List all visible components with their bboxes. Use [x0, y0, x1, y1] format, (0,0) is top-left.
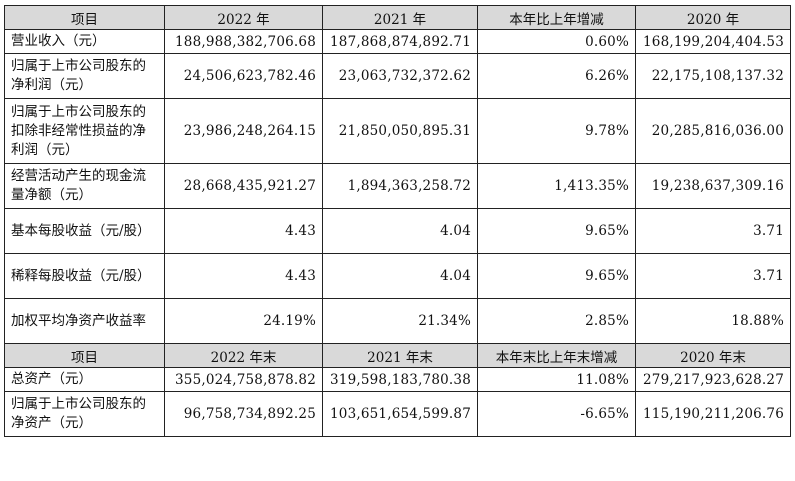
- table-row: 归属于上市公司股东的净利润（元） 24,506,623,782.46 23,06…: [4, 53, 791, 99]
- row-label: 总资产（元）: [4, 367, 165, 392]
- table-row: 总资产（元） 355,024,758,878.82 319,598,183,78…: [4, 367, 791, 392]
- value-2020: 168,199,204,404.53: [635, 29, 791, 54]
- value-2020: 20,285,816,036.00: [635, 98, 791, 164]
- row-label: 加权平均净资产收益率: [4, 298, 165, 344]
- value-2021: 21,850,050,895.31: [322, 98, 478, 164]
- value-2022: 4.43: [164, 253, 323, 299]
- value-2021: 1,894,363,258.72: [322, 163, 478, 209]
- value-change: -6.65%: [477, 391, 636, 437]
- value-2022: 28,668,435,921.27: [164, 163, 323, 209]
- value-2022: 24.19%: [164, 298, 323, 344]
- header-2021-end: 2021 年末: [322, 343, 478, 368]
- value-change: 2.85%: [477, 298, 636, 344]
- row-label: 归属于上市公司股东的净资产（元）: [4, 391, 165, 437]
- table-header-row: 项目 2022 年末 2021 年末 本年末比上年末增减 2020 年末: [4, 343, 791, 368]
- table-header-row: 项目 2022 年 2021 年 本年比上年增减 2020 年: [4, 5, 791, 30]
- value-2020: 19,238,637,309.16: [635, 163, 791, 209]
- row-label: 稀释每股收益（元/股）: [4, 253, 165, 299]
- value-2020: 3.71: [635, 208, 791, 254]
- row-label: 基本每股收益（元/股）: [4, 208, 165, 254]
- value-2021: 4.04: [322, 208, 478, 254]
- value-2022: 24,506,623,782.46: [164, 53, 323, 99]
- value-2022: 4.43: [164, 208, 323, 254]
- value-2021: 21.34%: [322, 298, 478, 344]
- value-2020: 22,175,108,137.32: [635, 53, 791, 99]
- table-row: 归属于上市公司股东的净资产（元） 96,758,734,892.25 103,6…: [4, 391, 791, 437]
- table-row: 归属于上市公司股东的扣除非经常性损益的净利润（元） 23,986,248,264…: [4, 98, 791, 164]
- header-2022: 2022 年: [164, 5, 323, 30]
- header-2020: 2020 年: [635, 5, 791, 30]
- value-2022: 188,988,382,706.68: [164, 29, 323, 54]
- row-label: 经营活动产生的现金流量净额（元）: [4, 163, 165, 209]
- value-2022: 355,024,758,878.82: [164, 367, 323, 392]
- value-2022: 23,986,248,264.15: [164, 98, 323, 164]
- value-2020: 18.88%: [635, 298, 791, 344]
- value-change: 11.08%: [477, 367, 636, 392]
- value-2021: 103,651,654,599.87: [322, 391, 478, 437]
- value-2020: 279,217,923,628.27: [635, 367, 791, 392]
- header-change: 本年比上年增减: [477, 5, 636, 30]
- value-change: 9.65%: [477, 253, 636, 299]
- value-2021: 4.04: [322, 253, 478, 299]
- value-2022: 96,758,734,892.25: [164, 391, 323, 437]
- row-label: 归属于上市公司股东的净利润（元）: [4, 53, 165, 99]
- value-change: 9.65%: [477, 208, 636, 254]
- header-change-end: 本年末比上年末增减: [477, 343, 636, 368]
- table-row: 加权平均净资产收益率 24.19% 21.34% 2.85% 18.88%: [4, 298, 791, 344]
- value-change: 1,413.35%: [477, 163, 636, 209]
- header-2022-end: 2022 年末: [164, 343, 323, 368]
- header-item: 项目: [4, 343, 165, 368]
- table-row: 稀释每股收益（元/股） 4.43 4.04 9.65% 3.71: [4, 253, 791, 299]
- header-2021: 2021 年: [322, 5, 478, 30]
- value-2021: 23,063,732,372.62: [322, 53, 478, 99]
- value-2020: 115,190,211,206.76: [635, 391, 791, 437]
- row-label: 归属于上市公司股东的扣除非经常性损益的净利润（元）: [4, 98, 165, 164]
- header-item: 项目: [4, 5, 165, 30]
- value-change: 9.78%: [477, 98, 636, 164]
- table-row: 营业收入（元） 188,988,382,706.68 187,868,874,8…: [4, 29, 791, 54]
- value-2021: 319,598,183,780.38: [322, 367, 478, 392]
- value-2020: 3.71: [635, 253, 791, 299]
- financial-summary-table: 项目 2022 年 2021 年 本年比上年增减 2020 年 营业收入（元） …: [4, 5, 791, 437]
- value-change: 0.60%: [477, 29, 636, 54]
- value-2021: 187,868,874,892.71: [322, 29, 478, 54]
- row-label: 营业收入（元）: [4, 29, 165, 54]
- header-2020-end: 2020 年末: [635, 343, 791, 368]
- table-row: 基本每股收益（元/股） 4.43 4.04 9.65% 3.71: [4, 208, 791, 254]
- value-change: 6.26%: [477, 53, 636, 99]
- table-row: 经营活动产生的现金流量净额（元） 28,668,435,921.27 1,894…: [4, 163, 791, 209]
